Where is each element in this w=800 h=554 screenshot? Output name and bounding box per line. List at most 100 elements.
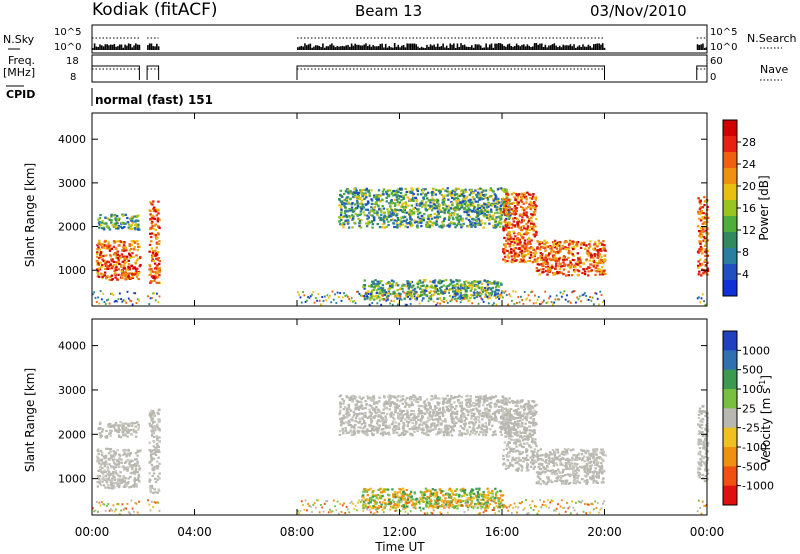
echo-cell bbox=[373, 286, 376, 289]
echo-cell bbox=[533, 213, 536, 216]
echo-cell bbox=[480, 205, 483, 208]
echo-cell bbox=[493, 218, 496, 221]
echo-cell bbox=[565, 258, 568, 261]
echo-cell bbox=[508, 233, 511, 236]
echo-cell bbox=[549, 268, 552, 271]
echo-cell bbox=[359, 400, 362, 403]
echo-cell bbox=[119, 436, 123, 439]
echo-cell bbox=[532, 251, 535, 254]
noise-sky-bar bbox=[596, 43, 599, 50]
echo-cell bbox=[431, 286, 435, 289]
echo-cell bbox=[521, 259, 524, 262]
colorbar-tick-label: 16 bbox=[742, 202, 756, 215]
echo-cell bbox=[377, 429, 380, 432]
echo-cell bbox=[134, 421, 137, 425]
echo-cell bbox=[96, 481, 99, 484]
echo-cell bbox=[431, 191, 434, 194]
echo-cell bbox=[425, 404, 428, 407]
echo-cell bbox=[482, 429, 485, 432]
echo-cell bbox=[98, 480, 102, 483]
noise-sky-bar bbox=[506, 44, 509, 50]
echo-cell bbox=[154, 223, 157, 226]
echo-cell bbox=[478, 421, 481, 424]
echo-cell bbox=[485, 217, 489, 220]
echo-cell bbox=[441, 201, 444, 204]
noise-sky-bar bbox=[118, 44, 121, 50]
echo-cell bbox=[488, 218, 491, 221]
noise-sky-bar bbox=[129, 43, 132, 50]
echo-cell bbox=[497, 289, 500, 292]
noise-sky-bar bbox=[562, 44, 565, 50]
echo-cell bbox=[387, 220, 390, 223]
noise-sky-bar bbox=[152, 46, 155, 50]
echo-cell bbox=[354, 195, 357, 199]
echo-cell bbox=[439, 302, 442, 305]
echo-cell bbox=[381, 226, 384, 229]
echo-cell bbox=[156, 218, 159, 222]
echo-cell bbox=[120, 274, 123, 277]
echo-cell bbox=[387, 224, 390, 227]
echo-cell bbox=[414, 292, 417, 295]
echo-cell bbox=[377, 288, 380, 291]
echo-cell bbox=[407, 421, 411, 424]
echo-cell bbox=[536, 257, 540, 260]
echo-cell bbox=[134, 292, 137, 295]
noise-panel: N.Sky 10^5 10^0 10^5 10^0 N.Search bbox=[3, 24, 797, 54]
echo-cell bbox=[435, 284, 438, 287]
echo-cell bbox=[392, 292, 395, 295]
echo-cell bbox=[525, 246, 528, 249]
echo-cell bbox=[455, 291, 459, 294]
echo-cell bbox=[309, 295, 312, 298]
echo-cell bbox=[697, 251, 700, 254]
echo-cell bbox=[104, 302, 107, 305]
echo-cell bbox=[457, 199, 461, 202]
echo-cell bbox=[404, 215, 407, 218]
echo-cell bbox=[452, 213, 456, 216]
echo-cell bbox=[424, 201, 428, 204]
echo-cell bbox=[379, 209, 383, 212]
echo-cell bbox=[96, 476, 100, 479]
echo-cell bbox=[406, 291, 410, 294]
noise-sky-bar bbox=[420, 46, 423, 50]
noise-sky-bar bbox=[469, 46, 471, 50]
echo-cell bbox=[603, 244, 606, 247]
echo-cell bbox=[473, 224, 476, 227]
echo-cell bbox=[489, 215, 492, 218]
echo-cell bbox=[509, 243, 512, 246]
echo-cell bbox=[379, 291, 382, 294]
echo-cell bbox=[148, 265, 152, 268]
noise-traces bbox=[92, 37, 708, 50]
echo-cell bbox=[133, 458, 137, 461]
echo-cell bbox=[419, 428, 423, 431]
echo-cell bbox=[431, 422, 434, 425]
echo-cell bbox=[351, 226, 354, 229]
echo-cell bbox=[377, 285, 381, 288]
echo-cell bbox=[413, 430, 416, 434]
echo-cell bbox=[480, 288, 484, 291]
echo-cell bbox=[133, 227, 137, 230]
echo-cell bbox=[441, 414, 445, 417]
echo-cell bbox=[578, 256, 582, 259]
echo-cell bbox=[517, 194, 520, 197]
echo-cell bbox=[420, 285, 423, 288]
echo-cell bbox=[533, 233, 536, 236]
echo-cell bbox=[403, 297, 406, 300]
echo-cell bbox=[108, 278, 111, 281]
echo-cell bbox=[370, 421, 373, 424]
echo-cell bbox=[480, 209, 483, 213]
echo-cell bbox=[491, 303, 494, 306]
echo-cell bbox=[124, 483, 128, 486]
echo-cell bbox=[423, 291, 426, 294]
echo-cell bbox=[485, 407, 489, 410]
echo-cell bbox=[435, 303, 438, 306]
echo-cell bbox=[582, 293, 585, 296]
echo-cell bbox=[351, 202, 354, 205]
noise-sky-bar bbox=[530, 47, 532, 50]
echo-cell bbox=[480, 292, 483, 295]
echo-cell bbox=[152, 488, 156, 491]
echo-cell bbox=[137, 423, 140, 426]
echo-cell bbox=[502, 210, 505, 214]
echo-cell bbox=[154, 491, 157, 494]
echo-cell bbox=[587, 254, 590, 257]
echo-cell bbox=[401, 220, 404, 223]
